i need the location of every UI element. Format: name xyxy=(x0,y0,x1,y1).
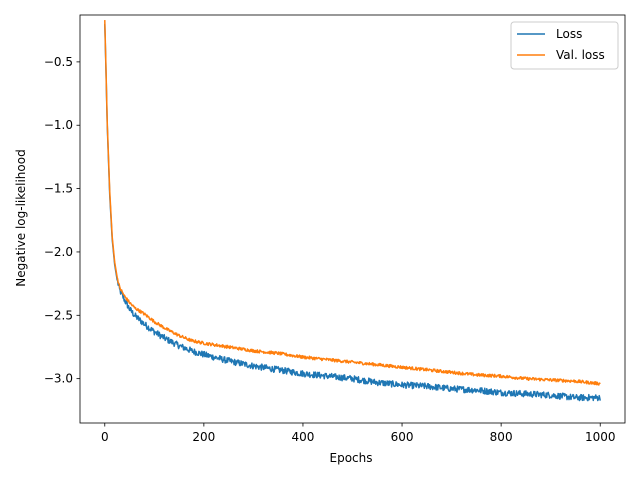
legend-label-val-loss: Val. loss xyxy=(556,48,605,62)
y-tick-label: −3.0 xyxy=(44,372,73,386)
axes-frame xyxy=(79,14,626,424)
legend-label-loss: Loss xyxy=(556,27,582,41)
x-tick-label: 600 xyxy=(391,430,414,444)
axes: 0 200 400 600 800 1000 −0.5 −1.0 −1.5 −2.0 −2.5 −3.… xyxy=(44,14,626,444)
y-tick-label: −1.0 xyxy=(44,118,73,132)
x-tick-label: 1000 xyxy=(585,430,616,444)
x-tick-label: 400 xyxy=(292,430,315,444)
plot-area xyxy=(104,20,601,402)
y-tick-label: −0.5 xyxy=(44,55,73,69)
y-tick-label: −2.5 xyxy=(44,308,73,322)
x-tick-label: 0 xyxy=(101,430,109,444)
series-line-loss xyxy=(104,23,601,402)
x-tick-label: 800 xyxy=(490,430,513,444)
x-axis-label: Epochs xyxy=(330,451,373,465)
y-tick-label: −2.0 xyxy=(44,245,73,259)
legend: Loss Val. loss xyxy=(510,21,619,70)
x-tick-label: 200 xyxy=(192,430,215,444)
y-tick-label: −1.5 xyxy=(44,182,73,196)
y-axis-label: Negative log-likelihood xyxy=(14,149,28,286)
series-line-val-loss xyxy=(104,20,601,386)
